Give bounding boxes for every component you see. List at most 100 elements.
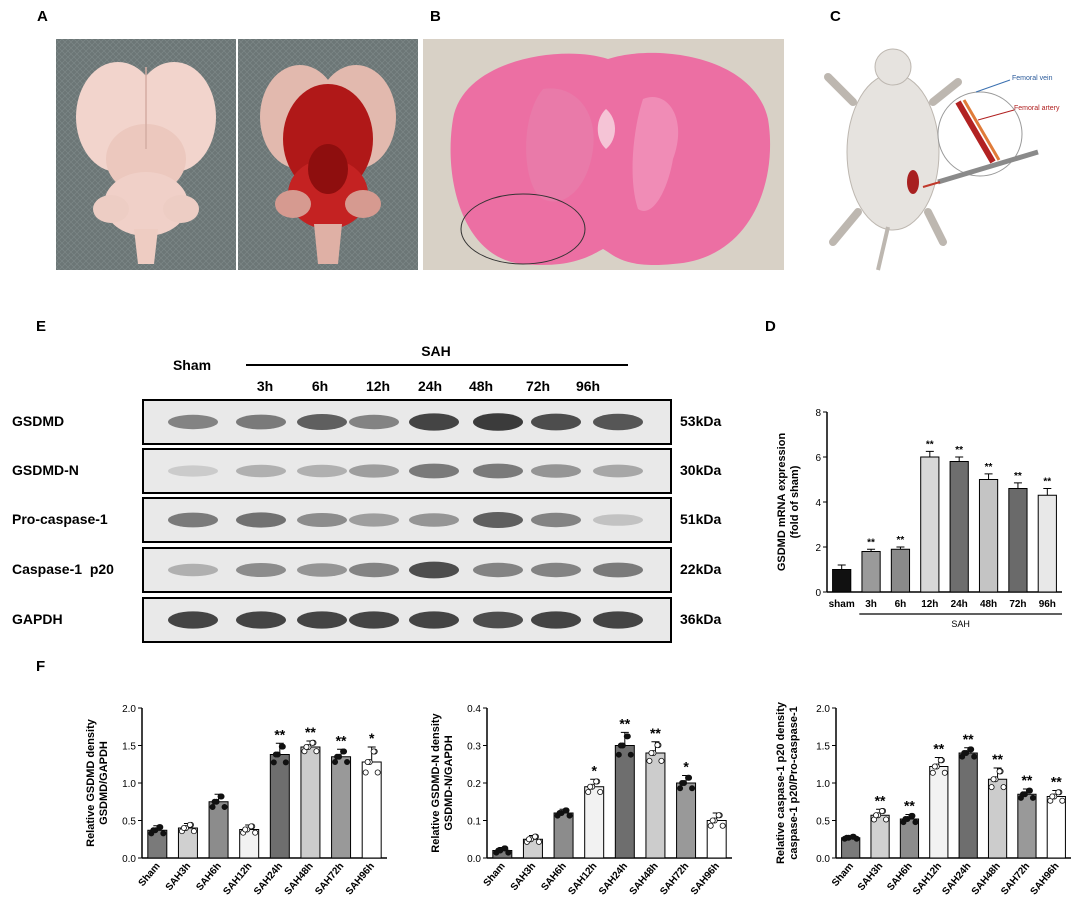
blot-band [409, 611, 459, 629]
blot-row-label: GSDMD-N [12, 462, 79, 478]
data-point [252, 829, 259, 836]
blot-band [409, 513, 459, 527]
significance-mark: * [591, 762, 597, 778]
category-label: 24h [951, 599, 968, 610]
x-axis-label: SAH [951, 619, 970, 629]
y-tick-label: 2.0 [122, 704, 136, 715]
category-label: SAH12h [566, 861, 599, 897]
data-point [715, 812, 722, 819]
bar [300, 746, 321, 859]
bar [949, 461, 969, 593]
data-point [707, 822, 714, 829]
blot-row-label: Caspase-1 p20 [12, 561, 114, 577]
blot-band [593, 464, 643, 478]
blot-band [473, 562, 523, 578]
chart-gsdmd-density: 0.0 0.5 1.0 1.5 2.0 Relative GSDMD density GSD… [85, 704, 387, 897]
data-point [248, 823, 255, 830]
chart-gsdmd-mrna: 0 2 4 6 8 GSDMD mRNA expression (fold of sham)… [776, 408, 1062, 629]
data-point [843, 834, 850, 841]
y-tick-label: 0.5 [816, 817, 830, 828]
bar [645, 752, 666, 859]
blot-band [349, 611, 399, 629]
category-label: SAH24h [252, 861, 285, 897]
panel-letter-f: F [36, 658, 46, 675]
category-label: SAH48h [628, 861, 661, 897]
blot-band [236, 414, 286, 430]
category-label: 48h [980, 599, 997, 610]
data-point [941, 769, 948, 776]
data-point [270, 759, 277, 766]
data-point [1000, 784, 1007, 791]
panel-letter-d: D [765, 318, 776, 335]
data-point [996, 768, 1003, 775]
data-point [585, 789, 592, 796]
data-point [967, 746, 974, 753]
data-point [623, 733, 630, 740]
data-point [689, 785, 696, 792]
category-label: SAH72h [313, 861, 346, 897]
significance-mark: ** [1021, 772, 1032, 788]
data-point [190, 828, 197, 835]
category-label: SAH96h [1029, 861, 1062, 897]
data-point [587, 783, 594, 790]
lane-label-3h: 3h [256, 378, 274, 394]
bar [331, 756, 352, 859]
sah-group-line [246, 364, 628, 366]
bar [1008, 488, 1028, 593]
data-point [186, 821, 193, 828]
bar [614, 745, 635, 859]
blot-kda-label: 51kDa [680, 511, 722, 527]
category-label: SAH24h [597, 861, 630, 897]
y-axis-label: caspase-1 p20/Pro-caspase-1 [788, 706, 800, 859]
data-point [160, 830, 167, 837]
category-label: 3h [865, 599, 877, 610]
data-point [278, 743, 285, 750]
data-point [501, 845, 508, 852]
category-label: SAH48h [970, 861, 1003, 897]
blot-band [168, 512, 218, 528]
data-point [217, 793, 224, 800]
blot-band [349, 513, 399, 527]
y-tick-label: 8 [815, 408, 821, 419]
y-tick-label: 0.0 [122, 854, 136, 865]
significance-mark: ** [1043, 477, 1051, 488]
blot-band [531, 562, 581, 578]
data-point [313, 748, 320, 755]
blot-strip [142, 448, 672, 494]
significance-mark: ** [926, 439, 934, 450]
y-tick-label: 0.4 [467, 704, 481, 715]
blot-strip [142, 399, 672, 445]
blot-band [531, 512, 581, 528]
data-point [929, 769, 936, 776]
data-point [221, 804, 228, 811]
data-point [658, 757, 665, 764]
data-point [685, 774, 692, 781]
data-point [646, 757, 653, 764]
significance-mark: ** [650, 725, 661, 741]
bar [890, 548, 911, 593]
data-point [709, 817, 716, 824]
blot-band [473, 512, 523, 528]
y-axis-label: Relative GSDMD density [85, 718, 97, 847]
data-point [719, 822, 726, 829]
category-label: SAH12h [911, 861, 944, 897]
significance-mark: ** [1051, 774, 1062, 790]
data-point [535, 838, 542, 845]
blot-row-label: GSDMD [12, 413, 65, 429]
blot-kda-label: 36kDa [680, 611, 722, 627]
category-label: Sham [482, 861, 508, 889]
panel-letter-c: C [830, 8, 841, 25]
data-point [1049, 793, 1056, 800]
data-point [562, 807, 569, 814]
category-label: 12h [921, 599, 938, 610]
blot-band [168, 414, 218, 430]
data-point [282, 759, 289, 766]
significance-mark: ** [955, 445, 963, 456]
data-point [971, 753, 978, 760]
blot-band [297, 513, 347, 527]
data-point [364, 759, 371, 766]
significance-mark: * [369, 730, 375, 746]
y-axis-label: Relative GSDMD-N density [430, 712, 442, 852]
y-tick-label: 2.0 [816, 704, 830, 715]
lane-label-sham: Sham [172, 357, 212, 373]
